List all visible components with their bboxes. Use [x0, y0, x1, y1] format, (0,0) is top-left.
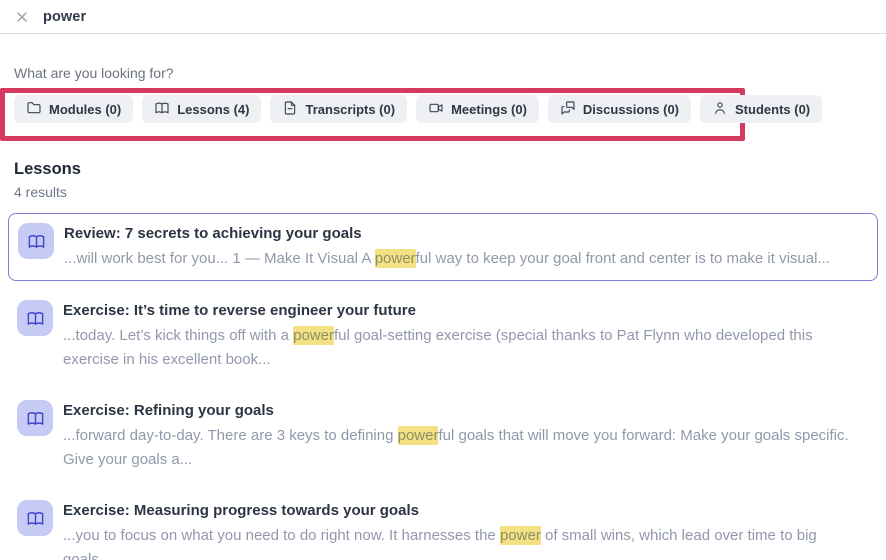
search-bar: power: [0, 0, 886, 34]
search-term-highlight: power: [293, 326, 334, 345]
chat-bubbles-icon: [560, 100, 576, 119]
result-text: Exercise: It’s time to reverse engineer …: [63, 300, 863, 372]
filter-chip-label: Meetings (0): [451, 101, 527, 117]
filter-chip-label: Students (0): [735, 101, 811, 117]
result-text: Exercise: Measuring progress towards you…: [63, 500, 863, 560]
person-icon: [712, 100, 728, 119]
filter-chip-discussions[interactable]: Discussions (0): [547, 95, 692, 123]
result-text: Exercise: Refining your goals ...forward…: [63, 400, 863, 472]
filter-chip-label: Transcripts (0): [305, 101, 396, 117]
annotation-highlight-box: Modules (0) Lessons (4) Transcripts (0) …: [0, 88, 823, 141]
close-icon[interactable]: [14, 9, 30, 25]
search-term-highlight: power: [397, 426, 439, 445]
filter-chip-lessons[interactable]: Lessons (4): [142, 95, 262, 123]
folder-icon: [26, 100, 42, 119]
filter-chip-transcripts[interactable]: Transcripts (0): [270, 95, 408, 123]
book-icon: [154, 100, 170, 119]
result-snippet: ...will work best for you... 1 — Make It…: [64, 249, 830, 268]
lesson-result-item[interactable]: Review: 7 secrets to achieving your goal…: [8, 213, 878, 281]
result-snippet: ...forward day-to-day. There are 3 keys …: [63, 426, 849, 468]
video-camera-icon: [428, 100, 444, 119]
lesson-book-icon: [17, 400, 53, 436]
result-text: Review: 7 secrets to achieving your goal…: [64, 223, 830, 271]
search-prompt: What are you looking for?: [14, 65, 174, 81]
filter-chip-students[interactable]: Students (0): [700, 95, 823, 123]
search-term-highlight: power: [374, 249, 416, 268]
search-input[interactable]: power: [43, 8, 87, 25]
results-section-title: Lessons: [14, 160, 81, 178]
filter-chip-row: Modules (0) Lessons (4) Transcripts (0) …: [14, 95, 823, 123]
lesson-book-icon: [17, 300, 53, 336]
search-term-highlight: power: [499, 526, 541, 545]
filter-chip-label: Lessons (4): [177, 101, 250, 117]
lesson-result-item[interactable]: Exercise: Refining your goals ...forward…: [8, 391, 878, 481]
result-snippet: ...you to focus on what you need to do r…: [63, 526, 817, 560]
lesson-result-item[interactable]: Exercise: It’s time to reverse engineer …: [8, 291, 878, 381]
lesson-book-icon: [18, 223, 54, 259]
result-title: Exercise: It’s time to reverse engineer …: [63, 302, 416, 319]
filter-chip-modules[interactable]: Modules (0): [14, 95, 134, 123]
filter-chip-meetings[interactable]: Meetings (0): [416, 95, 539, 123]
filter-chip-label: Discussions (0): [582, 101, 680, 117]
lesson-result-item[interactable]: Exercise: Measuring progress towards you…: [8, 491, 878, 560]
lesson-book-icon: [17, 500, 53, 536]
results-count: 4 results: [14, 184, 67, 200]
result-title: Exercise: Refining your goals: [63, 402, 274, 419]
result-title: Review: 7 secrets to achieving your goal…: [64, 225, 362, 242]
filter-chip-label: Modules (0): [49, 101, 122, 117]
result-title: Exercise: Measuring progress towards you…: [63, 502, 419, 519]
document-icon: [282, 100, 298, 119]
result-snippet: ...today. Let’s kick things off with a p…: [63, 326, 813, 368]
